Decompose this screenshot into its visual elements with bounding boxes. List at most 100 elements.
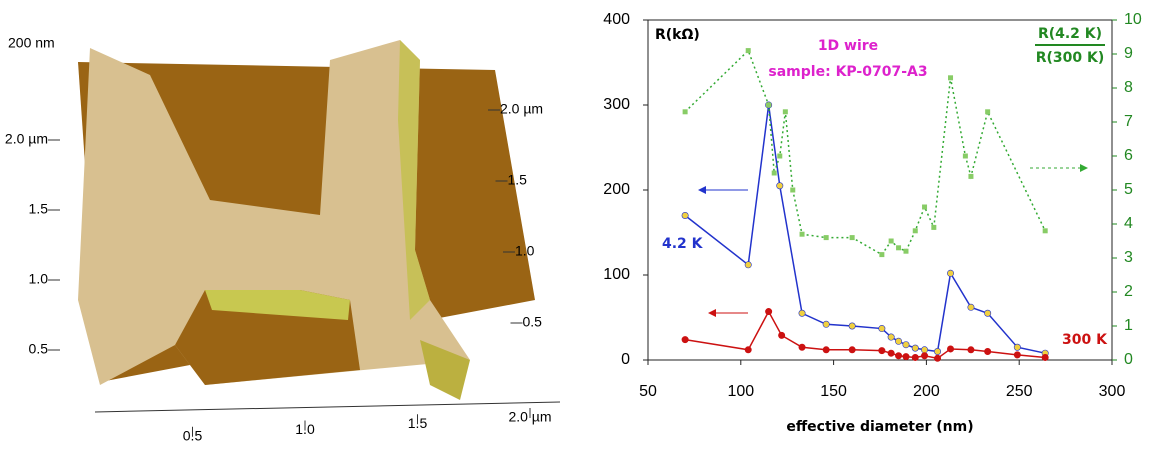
marker [896,245,901,250]
tick-label: 1.5 [408,415,428,431]
series-line [685,105,1045,353]
marker [777,154,782,159]
y2-tick-label: 0 [1124,351,1133,368]
marker [783,109,788,114]
subtitle: sample: KP-0707-A3 [768,64,927,80]
marker [745,347,751,353]
y-tick-label: 400 [603,11,630,28]
tick-label: 1.5 [29,201,49,217]
x-tick-label: 50 [639,383,657,400]
figure: 200 nm R(kΩ) 1D wire sample: KP-0707-A3 … [0,0,1151,445]
y-tick-label: 300 [603,96,630,113]
marker [850,235,855,240]
x-label: effective diameter (nm) [786,419,973,435]
marker [984,310,990,316]
y2-tick-label: 7 [1124,113,1133,130]
marker [903,342,909,348]
marker [963,154,968,159]
tick-label: 1.5 [508,172,528,188]
x-tick-label: 100 [727,383,754,400]
marker [746,48,751,53]
marker [934,348,940,354]
marker [948,75,953,80]
tick-label: 0.5 [29,341,49,357]
marker [968,347,974,353]
marker [934,355,940,361]
y-label: R(kΩ) [655,27,700,43]
chart-area: R(kΩ) 1D wire sample: KP-0707-A3 R(4.2 K… [648,20,1112,435]
series-label: 4.2 K [662,236,704,252]
marker [912,345,918,351]
marker [879,325,885,331]
marker [682,212,688,218]
marker [921,353,927,359]
marker [1043,228,1048,233]
marker [889,239,894,244]
marker [985,109,990,114]
x-axis [95,402,560,412]
tick-label: 0.5 [183,427,203,443]
marker [947,270,953,276]
marker [913,228,918,233]
arrow-head [708,309,716,317]
marker [903,353,909,359]
y2-label-bottom: R(300 K) [1036,50,1105,66]
marker [823,347,829,353]
marker [766,103,771,108]
y-tick-label: 0 [621,351,630,368]
y2-tick-label: 2 [1124,283,1133,300]
title: 1D wire [818,38,878,54]
marker [799,344,805,350]
marker [799,310,805,316]
tick-label: 2.0 µm [500,101,543,117]
series-line [685,51,1045,255]
y2-tick-label: 1 [1124,317,1133,334]
x-tick-label: 150 [820,383,847,400]
x-tick-label: 250 [1006,383,1033,400]
y-tick-label: 200 [603,181,630,198]
marker [790,188,795,193]
marker [984,348,990,354]
marker [912,354,918,360]
y2-tick-label: 10 [1124,11,1142,28]
marker [824,235,829,240]
y2-label-top: R(4.2 K) [1038,26,1102,42]
marker [745,262,751,268]
tick-label: 2.0 µm [508,409,551,425]
y2-tick-label: 6 [1124,147,1133,164]
tick-label: 1.0 [295,421,315,437]
tick-label: 2.0 µm [5,131,48,147]
marker [778,332,784,338]
marker [968,304,974,310]
marker [947,346,953,352]
marker [931,225,936,230]
marker [922,205,927,210]
x-tick-label: 300 [1099,383,1126,400]
arrow-head [698,186,706,194]
arrow-head [1080,164,1088,172]
marker [800,232,805,237]
marker [1014,352,1020,358]
tick-label: 0.5 [523,314,543,330]
marker [1042,354,1048,360]
marker [683,109,688,114]
z-label: 200 nm [8,35,55,51]
marker [879,252,884,257]
marker [823,321,829,327]
series-line [685,312,1045,359]
marker [777,183,783,189]
marker [682,336,688,342]
tick-label: 1.0 [29,271,49,287]
y2-tick-label: 4 [1124,215,1133,232]
y2-tick-label: 9 [1124,45,1133,62]
marker [895,338,901,344]
marker [1014,344,1020,350]
series-label: 300 K [1062,332,1108,348]
marker [888,350,894,356]
marker [849,323,855,329]
marker [772,171,777,176]
marker [903,249,908,254]
y2-tick-label: 8 [1124,79,1133,96]
marker [849,347,855,353]
marker [879,347,885,353]
